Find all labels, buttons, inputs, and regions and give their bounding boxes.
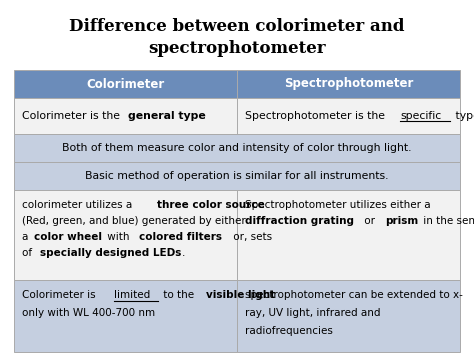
Bar <box>14 70 237 98</box>
Text: general type: general type <box>128 111 206 121</box>
Text: Spectrophotometer is the: Spectrophotometer is the <box>245 111 389 121</box>
Text: color wheel: color wheel <box>34 232 102 242</box>
Bar <box>237 70 460 98</box>
Text: with: with <box>104 232 133 242</box>
Text: of: of <box>22 248 36 258</box>
Text: prism: prism <box>385 216 418 226</box>
Text: colored filters: colored filters <box>139 232 222 242</box>
Text: Colorimeter is the: Colorimeter is the <box>22 111 124 121</box>
Text: in the sensor: in the sensor <box>420 216 474 226</box>
Text: spectrophotometer can be extended to x-: spectrophotometer can be extended to x- <box>245 290 463 300</box>
Text: spectrophotometer: spectrophotometer <box>148 40 326 57</box>
Text: Difference between colorimeter and: Difference between colorimeter and <box>69 18 405 35</box>
Bar <box>14 134 460 162</box>
Bar <box>14 280 237 352</box>
Text: Both of them measure color and intensity of color through light.: Both of them measure color and intensity… <box>62 143 412 153</box>
Text: a: a <box>22 232 32 242</box>
Text: Spectrophotometer: Spectrophotometer <box>284 77 413 91</box>
Text: only with WL 400-700 nm: only with WL 400-700 nm <box>22 308 155 318</box>
Text: or, sets: or, sets <box>230 232 272 242</box>
Text: to the: to the <box>160 290 197 300</box>
Bar <box>237 98 460 134</box>
Text: radiofrequencies: radiofrequencies <box>245 326 333 336</box>
Bar <box>14 98 237 134</box>
Text: limited: limited <box>114 290 150 300</box>
Text: specific: specific <box>400 111 441 121</box>
Text: specially designed LEDs: specially designed LEDs <box>40 248 182 258</box>
Bar <box>237 280 460 352</box>
Text: colorimeter utilizes a: colorimeter utilizes a <box>22 200 136 210</box>
Text: or: or <box>361 216 378 226</box>
Bar <box>14 190 237 280</box>
Text: three color source: three color source <box>157 200 265 210</box>
Text: .: . <box>182 248 185 258</box>
Bar <box>14 162 460 190</box>
Text: Basic method of operation is similar for all instruments.: Basic method of operation is similar for… <box>85 171 389 181</box>
Text: (Red, green, and blue) generated by either: (Red, green, and blue) generated by eith… <box>22 216 246 226</box>
Text: type.: type. <box>452 111 474 121</box>
Bar <box>237 190 460 280</box>
Text: Spectrophotometer utilizes either a: Spectrophotometer utilizes either a <box>245 200 430 210</box>
Text: ray, UV light, infrared and: ray, UV light, infrared and <box>245 308 381 318</box>
Text: visible light: visible light <box>206 290 275 300</box>
Text: Colorimeter is: Colorimeter is <box>22 290 99 300</box>
Text: diffraction grating: diffraction grating <box>245 216 354 226</box>
Text: Colorimeter: Colorimeter <box>86 77 164 91</box>
